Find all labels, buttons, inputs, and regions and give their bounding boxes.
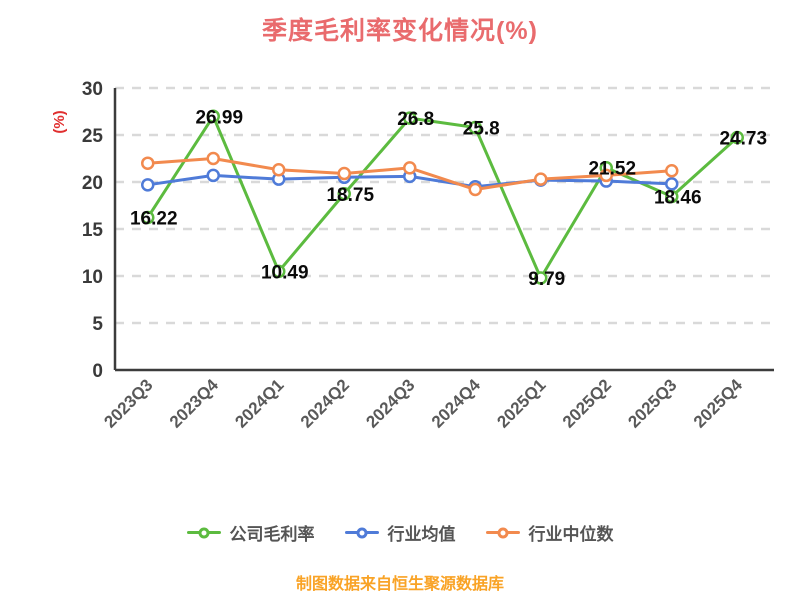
data-point	[468, 182, 482, 197]
data-point	[206, 151, 220, 166]
data-label: 26.8	[397, 109, 434, 130]
data-label: 21.52	[588, 159, 636, 180]
data-label: 10.49	[261, 262, 309, 283]
x-category-label: 2024Q3	[362, 375, 418, 431]
data-source-note: 制图数据来自恒生聚源数据库	[295, 576, 504, 593]
y-tick-label: 15	[82, 220, 104, 241]
x-category-label: 2024Q2	[297, 375, 353, 431]
data-label: 26.99	[195, 107, 243, 128]
legend-item-industry-median[interactable]: 行业中位数	[485, 520, 614, 545]
series-line-0	[146, 114, 739, 280]
y-tick-label: 30	[82, 79, 103, 100]
y-axis-name: (%)	[51, 110, 68, 133]
x-category-label: 2023Q3	[100, 375, 156, 431]
data-point	[141, 156, 155, 170]
data-point	[141, 210, 155, 225]
y-tick-label: 20	[82, 173, 103, 194]
data-point	[272, 163, 286, 177]
chart-legend: 公司毛利率 行业均值 行业中位数	[0, 520, 800, 545]
data-label: 16.22	[130, 209, 178, 230]
x-category-label: 2024Q1	[231, 375, 287, 431]
x-category-label: 2025Q2	[559, 375, 615, 431]
data-point	[337, 187, 351, 201]
legend-label-industry-median: 行业中位数	[528, 525, 614, 544]
data-point	[534, 271, 548, 285]
line-marker-icon	[344, 523, 379, 543]
legend-item-company-margin[interactable]: 公司毛利率	[186, 520, 315, 545]
data-point	[665, 163, 679, 178]
line-marker-icon	[186, 523, 221, 543]
line-marker-icon	[485, 523, 520, 543]
legend-item-industry-average[interactable]: 行业均值	[344, 520, 456, 545]
data-label: 9.79	[528, 269, 565, 290]
x-category-label: 2025Q1	[493, 375, 549, 431]
x-category-label: 2025Q3	[624, 375, 680, 431]
data-label: 18.75	[326, 185, 374, 206]
data-point	[599, 168, 613, 183]
data-label: 18.46	[654, 187, 702, 208]
y-tick-label: 0	[92, 361, 103, 382]
data-point	[272, 264, 286, 279]
data-point	[665, 189, 679, 204]
data-point	[468, 120, 482, 135]
x-category-label: 2024Q4	[428, 375, 485, 432]
data-label: 24.73	[719, 129, 767, 150]
data-label: 25.8	[463, 118, 500, 139]
y-tick-label: 10	[82, 267, 103, 288]
x-category-label: 2023Q4	[166, 375, 223, 432]
x-category-label: 2025Q4	[690, 375, 747, 432]
data-point	[534, 172, 548, 186]
data-point	[730, 130, 744, 145]
legend-label-company-margin: 公司毛利率	[229, 525, 315, 544]
data-point	[403, 111, 417, 125]
chart-title: 季度毛利率变化情况(%)	[262, 17, 538, 45]
data-point	[403, 161, 417, 175]
data-point	[141, 178, 155, 192]
data-point	[206, 168, 220, 183]
y-tick-label: 25	[82, 126, 104, 147]
data-point	[206, 109, 220, 124]
data-point	[337, 166, 351, 181]
legend-label-industry-average: 行业均值	[387, 525, 456, 544]
y-tick-label: 5	[92, 314, 103, 335]
data-point	[665, 177, 679, 191]
